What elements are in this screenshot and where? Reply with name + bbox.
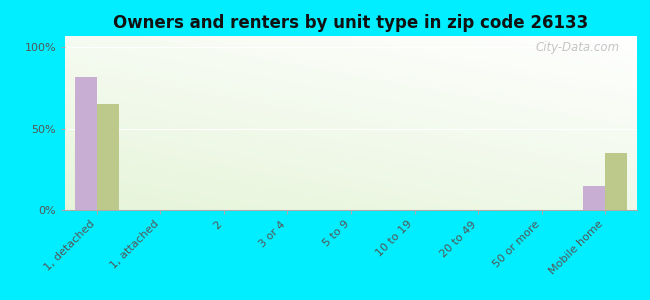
Bar	[75, 77, 97, 210]
Bar	[605, 153, 627, 210]
Bar	[583, 186, 605, 210]
Bar	[97, 104, 119, 210]
Text: City-Data.com: City-Data.com	[536, 41, 620, 54]
Title: Owners and renters by unit type in zip code 26133: Owners and renters by unit type in zip c…	[113, 14, 589, 32]
